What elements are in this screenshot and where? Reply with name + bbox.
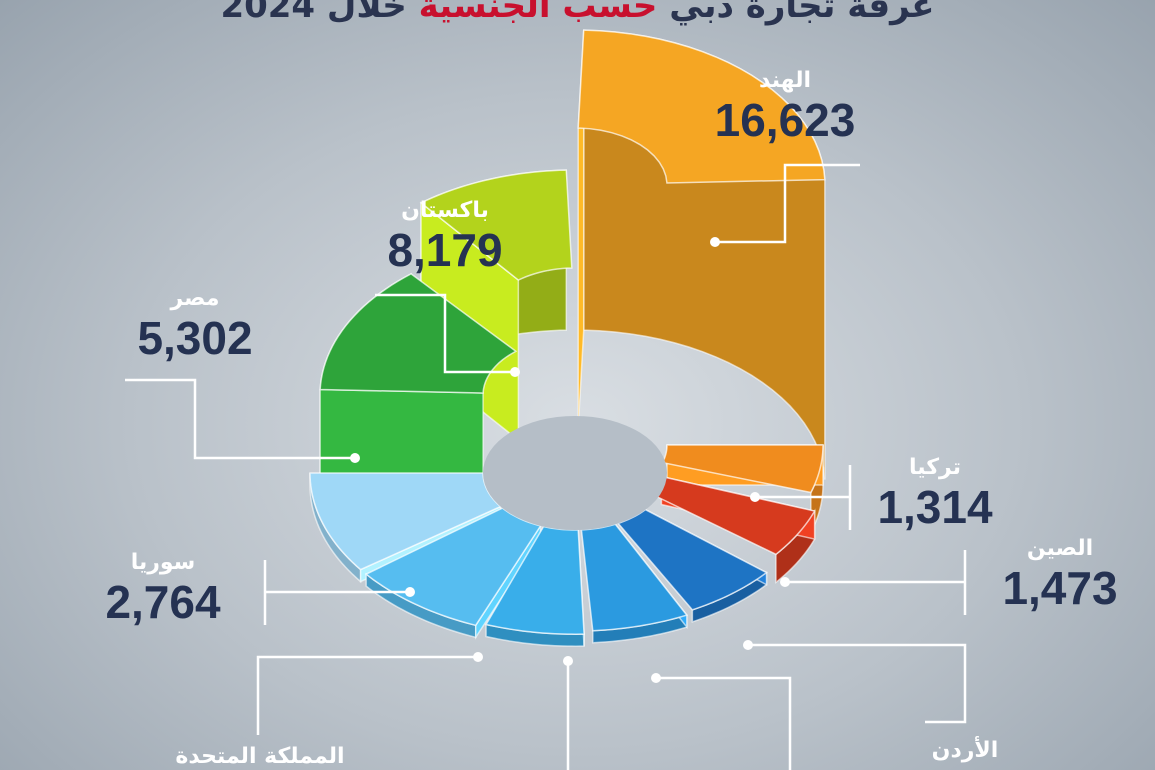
label-jordan: الأردن <box>900 738 1030 764</box>
label-india-value: 16,623 <box>714 94 856 146</box>
title-start: عرفة تجارة دبي <box>669 0 935 26</box>
leader-lines-group <box>125 163 967 770</box>
label-turkey-value: 1,314 <box>877 481 993 533</box>
leader-line-uk <box>256 655 478 735</box>
slice-egypt <box>319 272 518 484</box>
title-highlight: حسب الجنسية <box>418 0 658 26</box>
leader-dot-uk <box>473 652 483 662</box>
label-egypt-value: 5,302 <box>137 312 253 364</box>
label-syria: سوريا 2,764 <box>68 550 258 628</box>
label-pakistan: باكستان 8,179 <box>350 198 540 276</box>
label-pakistan-value: 8,179 <box>387 224 503 276</box>
label-china: الصين 1,473 <box>975 536 1145 614</box>
label-jordan-name: الأردن <box>931 738 999 763</box>
leader-dot-china <box>780 577 790 587</box>
leader-dot-blue-5 <box>651 673 661 683</box>
label-egypt: مصر 5,302 <box>100 286 290 364</box>
donut-hole <box>483 415 667 531</box>
label-syria-name: سوريا <box>130 550 196 575</box>
slice-pakistan-top <box>419 169 573 281</box>
label-turkey: تركيا 1,314 <box>850 455 1020 533</box>
chart-title: عرفة تجارة دبي حسب الجنسية خلال 2024 <box>0 0 1155 26</box>
leader-line-egypt <box>125 378 355 460</box>
slice-india-top <box>577 29 826 184</box>
leader-dot-blue-6 <box>563 656 573 666</box>
label-syria-value: 2,764 <box>105 576 221 628</box>
leader-dot-egypt <box>350 453 360 463</box>
slice-china <box>646 475 816 584</box>
label-china-name: الصين <box>1026 536 1094 561</box>
leader-dot-india <box>710 237 720 247</box>
label-pakistan-name: باكستان <box>401 198 489 223</box>
label-turkey-name: تركيا <box>909 455 961 480</box>
slice-blue-6 <box>484 525 585 647</box>
slice-turkey-top <box>661 444 824 494</box>
leader-dot-pakistan <box>510 367 520 377</box>
leader-line-pakistan <box>375 293 515 374</box>
slice-egypt-side <box>319 388 484 484</box>
leader-line-blue-5 <box>656 676 792 770</box>
label-uk: المملكة المتحدة <box>140 744 380 770</box>
leader-dot-jordan <box>743 640 753 650</box>
leader-line-jordan <box>748 643 967 724</box>
label-india-name: الهند <box>758 68 811 93</box>
label-uk-name: المملكة المتحدة <box>175 744 345 769</box>
label-egypt-name: مصر <box>170 286 220 311</box>
slice-blue-5 <box>580 522 689 644</box>
slices-group <box>309 29 826 647</box>
leader-line-india <box>715 163 860 244</box>
slice-india <box>577 29 826 480</box>
slice-jordan <box>616 508 768 623</box>
slice-turkey <box>661 444 824 533</box>
label-india: الهند 16,623 <box>690 68 880 146</box>
label-china-value: 1,473 <box>1002 562 1118 614</box>
leader-dot-turkey <box>750 492 760 502</box>
title-end: خلال 2024 <box>220 0 407 26</box>
leader-dot-syria <box>405 587 415 597</box>
